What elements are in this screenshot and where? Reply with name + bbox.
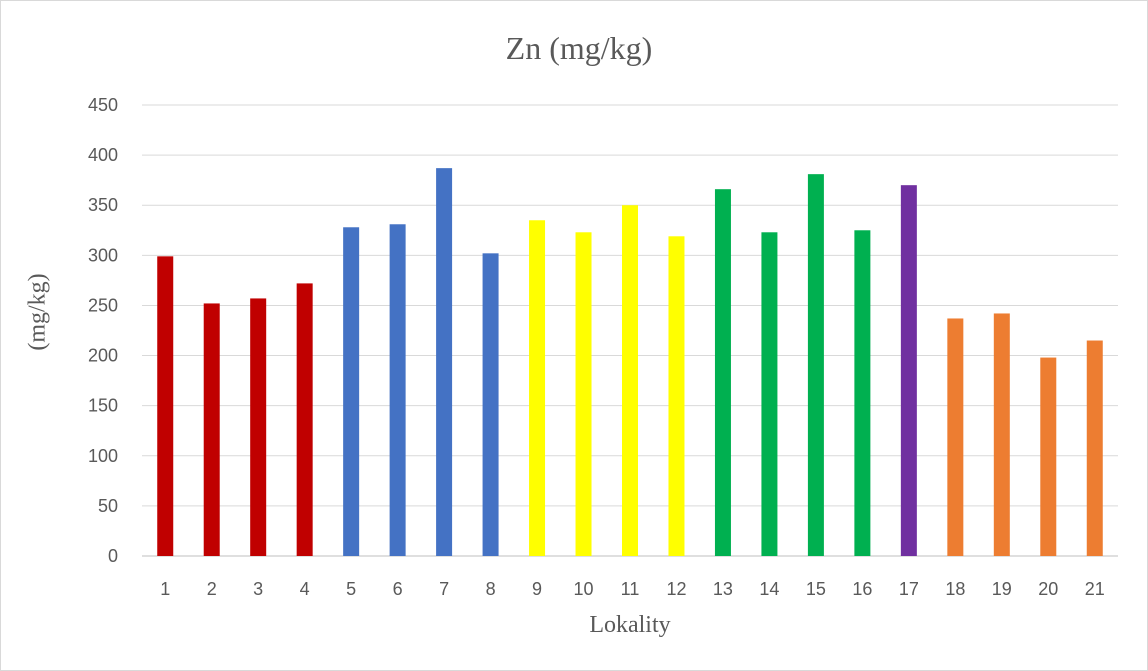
y-tick-label: 300 <box>88 245 118 265</box>
bar-19 <box>994 313 1010 556</box>
y-tick-label: 350 <box>88 195 118 215</box>
y-tick-label: 200 <box>88 346 118 366</box>
x-tick-label: 10 <box>574 579 594 599</box>
bar-3 <box>250 298 266 556</box>
bar-7 <box>436 168 452 556</box>
bar-13 <box>715 189 731 556</box>
bars <box>157 168 1103 556</box>
x-tick-label: 12 <box>666 579 686 599</box>
x-tick-label: 3 <box>253 579 263 599</box>
x-tick-label: 16 <box>852 579 872 599</box>
x-tick-label: 19 <box>992 579 1012 599</box>
x-tick-label: 20 <box>1038 579 1058 599</box>
x-tick-label: 7 <box>439 579 449 599</box>
x-tick-label: 5 <box>346 579 356 599</box>
x-tick-label: 17 <box>899 579 919 599</box>
y-tick-label: 150 <box>88 396 118 416</box>
x-tick-label: 13 <box>713 579 733 599</box>
bar-14 <box>761 232 777 556</box>
bar-5 <box>343 227 359 556</box>
x-tick-label: 2 <box>207 579 217 599</box>
x-tick-label: 21 <box>1085 579 1105 599</box>
y-tick-label: 50 <box>98 496 118 516</box>
bar-17 <box>901 185 917 556</box>
bar-21 <box>1087 341 1103 556</box>
bar-8 <box>483 253 499 556</box>
bar-9 <box>529 220 545 556</box>
bar-18 <box>947 318 963 556</box>
x-tick-label: 15 <box>806 579 826 599</box>
x-tick-label: 6 <box>393 579 403 599</box>
x-tick-label: 18 <box>945 579 965 599</box>
bar-4 <box>297 283 313 556</box>
y-tick-labels: 0 50 100 150 200 250 300 350 400 450 <box>88 95 118 566</box>
bar-16 <box>854 230 870 556</box>
y-tick-label: 0 <box>108 546 118 566</box>
bar-20 <box>1040 358 1056 556</box>
y-tick-label: 400 <box>88 145 118 165</box>
bar-1 <box>157 256 173 556</box>
bar-15 <box>808 174 824 556</box>
x-tick-label: 14 <box>759 579 779 599</box>
y-tick-label: 250 <box>88 295 118 315</box>
x-tick-label: 9 <box>532 579 542 599</box>
bar-6 <box>390 224 406 556</box>
x-tick-label: 11 <box>621 579 640 599</box>
x-tick-label: 4 <box>300 579 310 599</box>
x-tick-labels: 1 2 3 4 5 6 7 8 9 10 11 12 13 14 15 16 17 18 19 20 21 <box>160 579 1105 599</box>
bar-2 <box>204 303 220 556</box>
x-tick-label: 1 <box>160 579 170 599</box>
bar-12 <box>668 236 684 556</box>
bar-10 <box>576 232 592 556</box>
x-tick-label: 8 <box>486 579 496 599</box>
bar-11 <box>622 205 638 556</box>
y-tick-label: 100 <box>88 446 118 466</box>
y-tick-label: 450 <box>88 95 118 115</box>
